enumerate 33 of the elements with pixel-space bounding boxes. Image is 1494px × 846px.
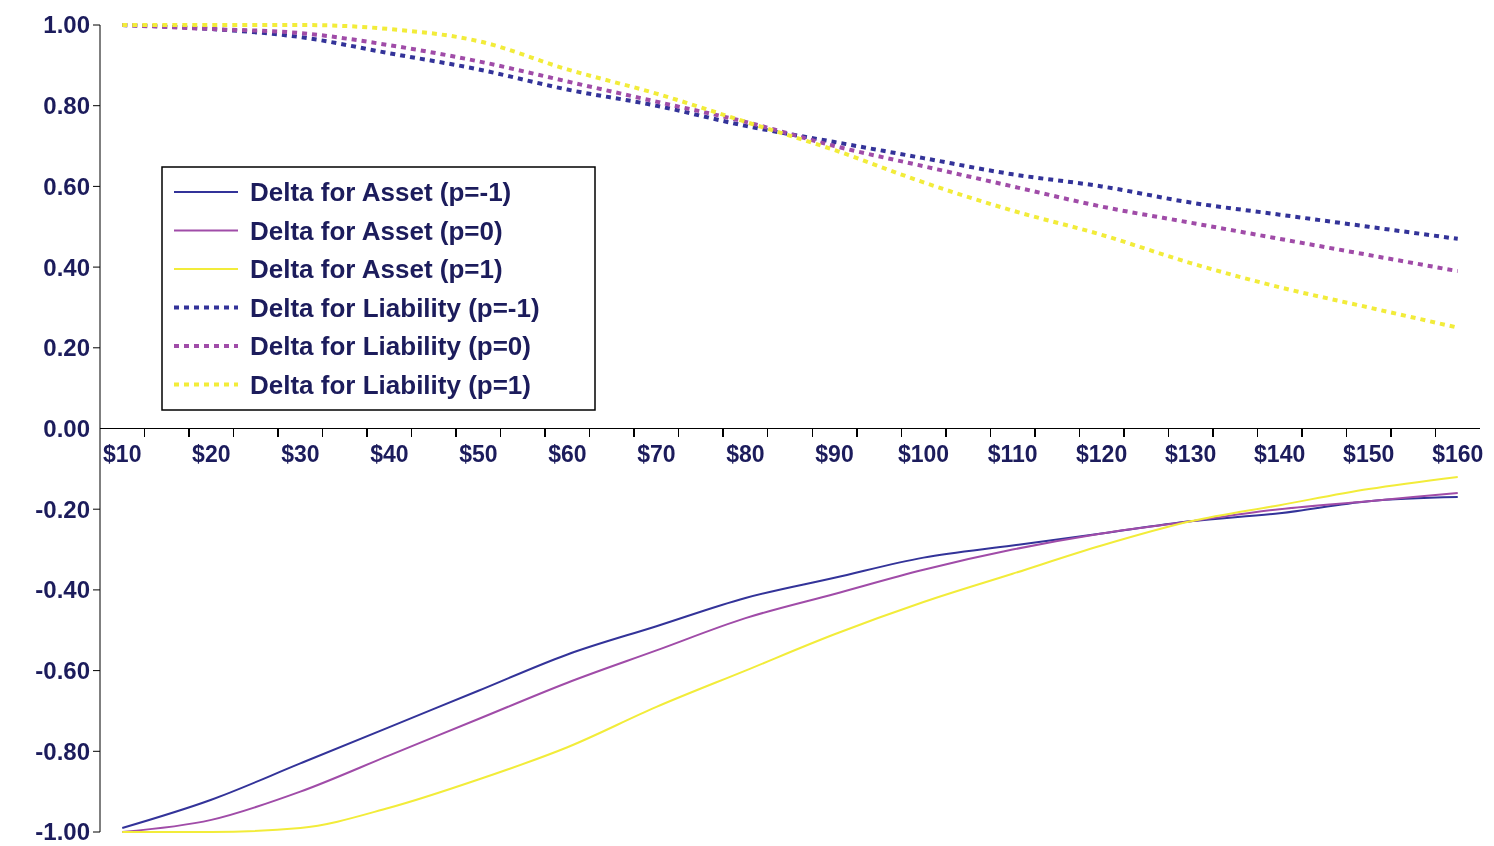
y-tick-label: 0.20 <box>43 334 90 362</box>
y-tick-label: -0.80 <box>35 737 90 765</box>
legend-label: Delta for Asset (p=-1) <box>250 177 512 208</box>
x-tick-label: $150 <box>1343 440 1395 467</box>
y-tick-label: 0.40 <box>43 253 90 281</box>
y-tick-label: -0.60 <box>35 657 90 684</box>
y-tick-label: 0.00 <box>43 414 90 442</box>
x-tick-label: $110 <box>987 440 1038 467</box>
x-tick-label: $160 <box>1432 440 1484 467</box>
x-tick-label: $100 <box>897 440 950 467</box>
x-tick-label: $70 <box>637 440 676 467</box>
legend-label: Delta for Liability (p=-1) <box>250 292 540 323</box>
y-tick-label: -0.20 <box>35 495 90 523</box>
y-tick-label: -0.40 <box>35 576 90 604</box>
x-tick-label: $50 <box>459 440 498 467</box>
x-tick-label: $60 <box>548 440 587 467</box>
y-tick-label: 0.60 <box>43 172 90 200</box>
x-tick-label: $10 <box>103 440 142 467</box>
x-tick-label: $20 <box>192 440 231 467</box>
x-tick-label: $80 <box>726 440 765 467</box>
legend-label: Delta for Asset (p=0) <box>250 215 503 246</box>
y-tick-label: 0.80 <box>43 92 90 120</box>
x-tick-label: $140 <box>1254 440 1306 467</box>
legend-label: Delta for Liability (p=0) <box>250 331 531 362</box>
x-tick-label: $130 <box>1165 440 1217 467</box>
x-tick-label: $120 <box>1076 440 1128 467</box>
legend-label: Delta for Asset (p=1) <box>250 254 503 285</box>
x-tick-label: $90 <box>815 440 854 467</box>
y-tick-label: 1.00 <box>43 11 90 39</box>
legend-label: Delta for Liability (p=1) <box>250 369 531 400</box>
x-tick-label: $40 <box>370 440 409 467</box>
y-tick-label: -1.00 <box>35 818 90 846</box>
x-tick-label: $30 <box>281 440 320 467</box>
